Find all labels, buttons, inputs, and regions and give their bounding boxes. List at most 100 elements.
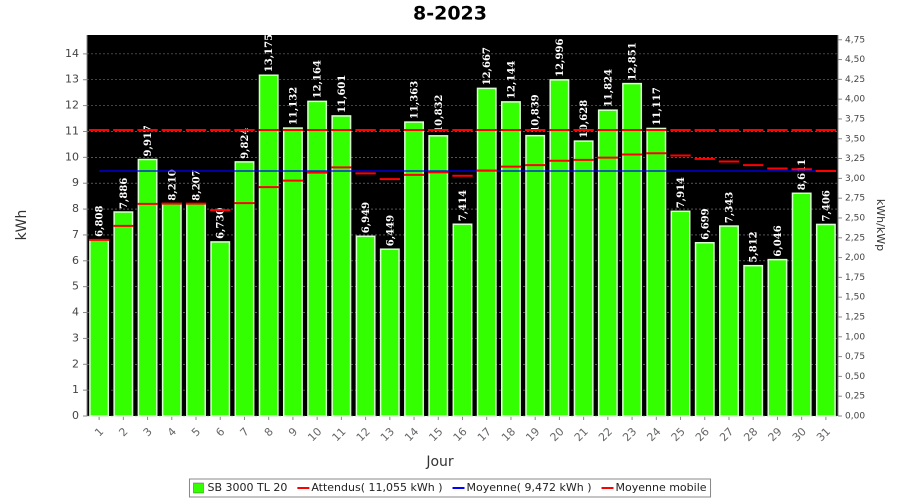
y-tick-label: 8	[72, 202, 79, 215]
y-tick-label: 14	[65, 47, 79, 60]
value-label: 10,628	[579, 100, 590, 138]
y2-tick-label: 4,25	[845, 75, 865, 85]
value-label: 8,210	[167, 169, 178, 200]
x-tick-label: 30	[790, 425, 809, 444]
legend-label: SB 3000 TL 20	[207, 481, 287, 494]
y2-tick-label: 4,50	[845, 55, 865, 65]
y2-tick-label: 3,00	[845, 174, 865, 184]
value-label: 12,851	[628, 42, 639, 80]
value-label: 6,699	[700, 208, 711, 239]
y2-tick-label: 0,00	[845, 412, 865, 422]
value-label: 7,406	[821, 190, 832, 221]
x-tick-label: 4	[165, 425, 179, 439]
y2-tick-label: 3,25	[845, 154, 865, 164]
value-label: 6,449	[385, 215, 396, 246]
y-tick-label: 7	[72, 228, 79, 241]
x-tick-label: 23	[620, 425, 639, 444]
value-label: 12,144	[506, 61, 517, 99]
x-tick-label: 2	[116, 425, 130, 439]
y-tick-label: 13	[65, 73, 79, 86]
value-label: 12,996	[555, 39, 566, 77]
bar	[234, 161, 255, 417]
legend-box	[188, 478, 712, 498]
x-tick-label: 28	[741, 425, 760, 444]
bar	[307, 100, 328, 417]
bar	[355, 235, 376, 417]
bar	[815, 223, 836, 417]
value-label: 6,949	[361, 202, 372, 233]
bar	[646, 127, 667, 417]
y2-tick-label: 1,25	[845, 312, 865, 322]
x-tick-label: 21	[572, 425, 591, 444]
legend-label: Attendus( 11,055 kWh )	[311, 481, 442, 494]
x-tick-label: 27	[717, 425, 736, 444]
bar	[767, 258, 788, 417]
x-tick-label: 7	[238, 425, 252, 439]
value-label: 12,164	[313, 60, 324, 98]
y-tick-label: 2	[72, 357, 79, 370]
value-label: 12,667	[482, 47, 493, 85]
y2-tick-label: 2,50	[845, 213, 865, 223]
value-label: 11,363	[410, 81, 421, 119]
x-tick-label: 22	[596, 425, 615, 444]
value-label: 7,414	[458, 190, 469, 221]
x-tick-label: 12	[354, 425, 373, 444]
value-label: 7,343	[724, 192, 735, 223]
bar	[743, 264, 764, 417]
bar	[622, 82, 643, 417]
bar	[89, 239, 110, 417]
bar	[525, 134, 546, 417]
bar	[791, 192, 812, 417]
bar	[719, 225, 739, 417]
bar	[258, 74, 279, 417]
x-tick-label: 14	[402, 425, 421, 444]
value-label: 8,611	[797, 159, 808, 190]
y-tick-label: 6	[72, 254, 79, 267]
y-tick-label: 10	[65, 150, 79, 163]
bar	[113, 211, 134, 417]
bar	[694, 241, 715, 417]
value-label: 11,601	[337, 75, 348, 113]
x-tick-label: 9	[286, 425, 300, 439]
x-tick-label: 5	[189, 425, 203, 439]
value-label: 11,824	[603, 69, 614, 107]
bar	[476, 87, 497, 417]
value-label: 11,117	[652, 87, 663, 125]
value-label: 5,812	[749, 231, 760, 262]
chart-title: 8-2023	[413, 3, 487, 25]
bar	[379, 248, 400, 417]
value-label: 11,132	[288, 87, 299, 125]
bar	[282, 127, 303, 417]
y-tick-label: 3	[72, 331, 79, 344]
y2-tick-label: 4,75	[845, 35, 865, 45]
x-tick-label: 13	[378, 425, 397, 444]
x-tick-label: 10	[305, 425, 324, 444]
y-tick-label: 4	[72, 306, 79, 319]
x-tick-label: 19	[523, 425, 542, 444]
y2-tick-label: 1,00	[845, 332, 865, 342]
y-tick-label: 5	[72, 280, 79, 293]
y-tick-label: 1	[72, 383, 79, 396]
y2-tick-label: 3,75	[845, 114, 865, 124]
x-tick-label: 25	[669, 425, 688, 444]
x-tick-label: 6	[213, 425, 227, 439]
x-tick-label: 15	[426, 425, 445, 444]
bar	[597, 109, 618, 417]
bar	[573, 140, 594, 417]
legend-label: Moyenne mobile	[616, 481, 707, 494]
x-axis-label: Jour	[425, 454, 454, 470]
y2-tick-label: 4,00	[845, 95, 865, 105]
x-tick-label: 3	[141, 425, 155, 439]
x-tick-label: 26	[693, 425, 712, 444]
value-label: 6,730	[216, 208, 227, 239]
x-tick-label: 24	[644, 425, 663, 444]
bar	[161, 202, 182, 417]
x-tick-label: 17	[475, 425, 494, 444]
value-label: 10,832	[434, 95, 445, 133]
x-tick-label: 20	[548, 425, 567, 444]
y-tick-label: 9	[72, 176, 79, 189]
y2-tick-label: 1,75	[845, 273, 865, 283]
legend-swatch	[193, 482, 204, 494]
bar	[137, 158, 158, 417]
